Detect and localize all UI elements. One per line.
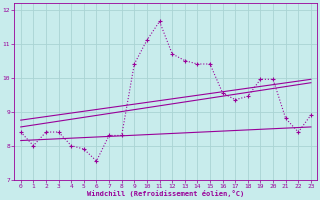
X-axis label: Windchill (Refroidissement éolien,°C): Windchill (Refroidissement éolien,°C)	[87, 190, 244, 197]
